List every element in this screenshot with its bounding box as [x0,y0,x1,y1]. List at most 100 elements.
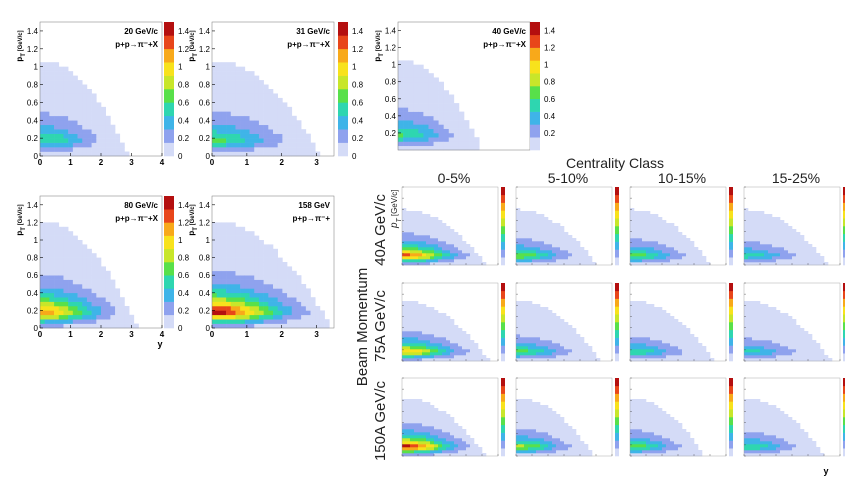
heatmap-cell [212,97,217,103]
heatmap-cell [572,262,577,266]
heatmap-cell [528,220,533,224]
heatmap-cell [466,259,471,263]
heatmap-cell [63,292,69,298]
heatmap-cell [438,145,444,151]
heatmap-cell [249,314,255,320]
heatmap-cell [780,244,785,248]
heatmap-cell [642,417,647,421]
heatmap-cell [115,142,121,148]
heatmap-cell [221,151,227,157]
heatmap-cell [226,279,232,285]
heatmap-cell [516,214,521,218]
heatmap-cell [792,337,797,341]
xtick-label: 2 [99,158,104,167]
heatmap-cell [768,313,773,317]
heatmap-cell [115,306,121,311]
heatmap-cell [470,453,475,457]
heatmap-cell [82,115,88,121]
heatmap-cell [638,340,643,344]
heatmap-cell [674,331,679,335]
heatmap-cell [406,444,411,448]
ytick-label: 1.4 [27,27,39,36]
heatmap-cell [520,411,525,415]
heatmap-cell [240,120,246,126]
heatmap-cell [568,235,573,239]
heatmap-cell [54,106,60,112]
heatmap-cell [532,328,537,332]
heatmap-cell [666,453,671,457]
heatmap-cell [249,111,255,117]
heatmap-cell [301,319,307,324]
heatmap-cell [520,307,525,311]
heatmap-cell [287,275,293,280]
heatmap-cell [698,259,703,263]
heatmap-cell [446,235,451,239]
heatmap-cell [772,232,777,236]
heatmap-cell [422,414,427,418]
heatmap-cell [788,334,793,338]
heatmap-cell [406,331,411,335]
heatmap-cell [63,279,69,285]
heatmap-cell [808,256,813,260]
heatmap-cell [268,310,274,316]
heatmap-cell [282,314,288,320]
heatmap-cell [748,235,753,239]
heatmap-cell [796,337,801,341]
heatmap-cell [776,223,781,227]
heatmap-cell [748,316,753,320]
heatmap-cell [296,314,302,320]
heatmap-cell [556,426,561,430]
heatmap-cell [426,441,431,445]
heatmap-cell [572,450,577,454]
heatmap-cell [244,129,250,134]
heatmap-cell [630,244,635,248]
heatmap-cell [820,352,825,356]
heatmap-cell [40,71,45,76]
heatmap-cell [77,270,83,276]
heatmap-cell [244,253,250,258]
heatmap-cell [462,447,467,451]
heatmap-cell [454,432,459,436]
heatmap-cell [54,288,60,294]
heatmap-cell [642,426,647,430]
heatmap-cell [556,262,561,266]
heatmap-cell [532,229,537,233]
heatmap-cell [454,450,459,454]
heatmap-cell [528,417,533,421]
heatmap-cell [768,247,773,251]
heatmap-cell [682,325,687,329]
heatmap-cell [772,340,777,344]
heatmap-cell [532,405,537,409]
heatmap-cell [434,358,439,362]
heatmap-cell [54,93,60,99]
heatmap-cell [287,133,293,139]
heatmap-cell [670,447,675,451]
heatmap-cell [418,414,423,418]
heatmap-cell [216,66,222,72]
heatmap-cell [536,223,541,227]
heatmap-cell [784,322,789,326]
heatmap-cell [446,435,451,439]
heatmap-cell [556,316,561,320]
heatmap-cell [82,253,88,258]
heatmap-cell [556,447,561,451]
heatmap-cell [536,405,541,409]
heatmap-cell [96,275,102,280]
heatmap-cell [564,322,569,326]
heatmap-cell [115,323,121,329]
heatmap-cell [418,402,423,406]
heatmap-cell [438,426,443,430]
heatmap-cell [630,444,635,448]
heatmap-cell [536,334,541,338]
heatmap-cell [414,423,419,427]
heatmap-cell [422,334,427,338]
heatmap-cell [638,438,643,442]
heatmap-cell [756,340,761,344]
heatmap-cell [263,244,269,250]
heatmap-cell [670,253,675,257]
heatmap-cell [426,241,431,245]
heatmap-cell [301,142,307,148]
heatmap-cell [516,325,521,329]
heatmap-cell [418,211,423,215]
heatmap-cell [678,250,683,254]
